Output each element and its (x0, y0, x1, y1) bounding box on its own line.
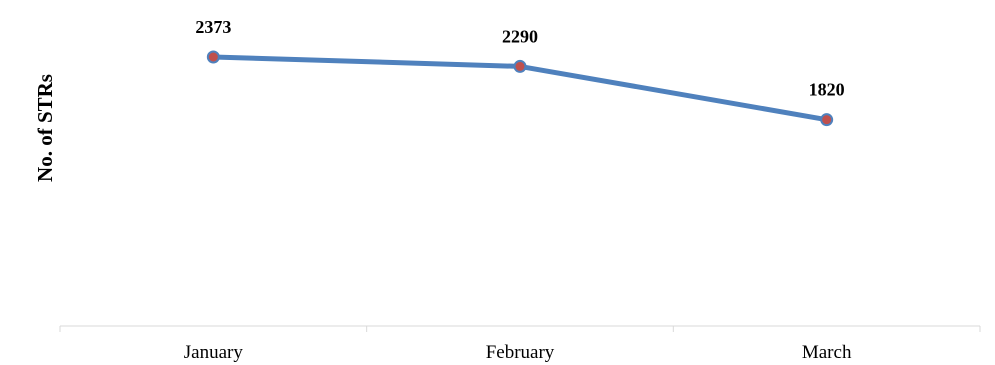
x-tick-label-january: January (184, 342, 244, 363)
x-axis-tick-labels: January February March (184, 342, 852, 363)
data-label-january: 2373 (195, 17, 231, 37)
data-labels: 2373 2290 1820 (195, 17, 844, 100)
y-axis-title: No. of STRs (33, 74, 57, 182)
x-axis-ticks (59, 326, 981, 332)
data-point-february (513, 59, 527, 73)
data-label-february: 2290 (502, 26, 538, 46)
x-tick-label-march: March (802, 342, 852, 363)
data-point-january (206, 50, 220, 64)
x-tick-label-february: February (486, 342, 555, 363)
data-label-march: 1820 (809, 80, 845, 100)
series-markers (206, 50, 834, 127)
data-point-march (820, 113, 834, 127)
